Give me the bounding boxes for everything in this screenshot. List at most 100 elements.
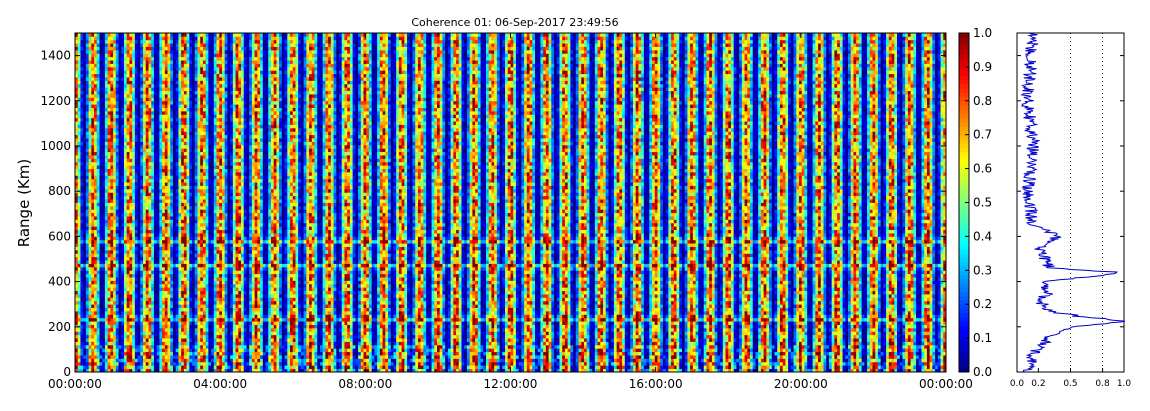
- heatmap-cell: [118, 70, 122, 75]
- heatmap-cell: [167, 80, 171, 85]
- heatmap-cell: [83, 70, 87, 75]
- heatmap-cell: [80, 110, 84, 115]
- heatmap-cell: [151, 104, 155, 108]
- heatmap-cell: [186, 277, 190, 281]
- heatmap-cell: [99, 216, 103, 220]
- heatmap-cell: [91, 195, 95, 200]
- heatmap-cell: [208, 80, 212, 85]
- heatmap-cell: [80, 66, 84, 71]
- heatmap-cell: [143, 297, 147, 302]
- heatmap-cell: [129, 263, 133, 268]
- heatmap-cell: [202, 273, 207, 278]
- heatmap-cell: [159, 229, 163, 234]
- heatmap-cell: [107, 168, 111, 173]
- heatmap-cell: [148, 155, 152, 159]
- heatmap-cell: [148, 280, 152, 285]
- heatmap-cell: [118, 80, 122, 85]
- heatmap-cell: [123, 70, 128, 75]
- heatmap-cell: [202, 341, 207, 346]
- heatmap-cell: [183, 338, 187, 342]
- heatmap-cell: [113, 358, 117, 363]
- heatmap-cell: [113, 121, 117, 125]
- heatmap-cell: [94, 185, 98, 190]
- heatmap-cell: [197, 192, 201, 197]
- heatmap-cell: [126, 192, 130, 197]
- heatmap-cell: [121, 188, 125, 193]
- heatmap-cell: [170, 33, 174, 37]
- heatmap-cell: [181, 263, 185, 268]
- heatmap-cell: [183, 304, 187, 308]
- heatmap-cell: [208, 70, 212, 75]
- heatmap-cell: [96, 188, 100, 193]
- heatmap-cell: [94, 338, 98, 342]
- heatmap-cell: [189, 117, 193, 122]
- heatmap-cell: [200, 304, 204, 308]
- heatmap-cell: [113, 280, 117, 285]
- heatmap-cell: [178, 104, 182, 108]
- heatmap-cell: [151, 317, 155, 322]
- heatmap-cell: [132, 171, 136, 176]
- heatmap-cell: [77, 294, 81, 298]
- heatmap-cell: [192, 90, 196, 95]
- heatmap-cell: [151, 290, 155, 295]
- heatmap-cell: [175, 365, 179, 370]
- heatmap-cell: [80, 73, 84, 78]
- heatmap-cell: [113, 351, 117, 356]
- heatmap-cell: [77, 236, 81, 241]
- heatmap-cell: [115, 175, 119, 180]
- heatmap-cell: [143, 341, 147, 346]
- heatmap-cell: [132, 331, 136, 336]
- heatmap-cell: [137, 90, 141, 95]
- heatmap-cell: [148, 100, 152, 105]
- heatmap-cell: [132, 260, 136, 264]
- heatmap-cell: [143, 348, 147, 353]
- heatmap-cell: [186, 144, 190, 149]
- heatmap-cell: [145, 161, 149, 166]
- heatmap-cell: [132, 321, 136, 325]
- heatmap-cell: [162, 39, 166, 44]
- heatmap-cell: [183, 168, 187, 173]
- heatmap-cell: [94, 121, 98, 125]
- heatmap-cell: [94, 63, 98, 68]
- heatmap-cell: [178, 304, 182, 308]
- heatmap-cell: [91, 297, 95, 302]
- heatmap-cell: [200, 226, 204, 231]
- heatmap-cell: [153, 178, 158, 183]
- heatmap-cell: [202, 300, 207, 305]
- heatmap-cell: [88, 365, 92, 370]
- heatmap-cell: [96, 94, 100, 98]
- heatmap-cell: [91, 87, 95, 92]
- heatmap-cell: [115, 341, 119, 346]
- heatmap-cell: [156, 270, 160, 275]
- heatmap-cell: [110, 368, 114, 373]
- heatmap-cell: [94, 249, 98, 254]
- heatmap-cell: [181, 310, 185, 315]
- heatmap-cell: [153, 253, 158, 258]
- heatmap-cell: [205, 338, 209, 342]
- heatmap-cell: [197, 66, 201, 71]
- heatmap-cell: [194, 144, 198, 149]
- heatmap-cell: [132, 327, 136, 332]
- heatmap-cell: [104, 290, 109, 295]
- heatmap-cell: [123, 121, 128, 125]
- heatmap-cell: [167, 144, 171, 149]
- heatmap-cell: [134, 107, 138, 112]
- heatmap-cell: [151, 280, 155, 285]
- heatmap-cell: [143, 104, 147, 108]
- heatmap-cell: [115, 36, 119, 41]
- heatmap-cell: [107, 94, 111, 98]
- heatmap-cell: [83, 348, 87, 353]
- heatmap-cell: [129, 209, 133, 214]
- heatmap-cell: [159, 348, 163, 353]
- heatmap-cell: [197, 212, 201, 217]
- heatmap-cell: [80, 273, 84, 278]
- heatmap-cell: [121, 358, 125, 363]
- heatmap-cell: [202, 307, 207, 312]
- heatmap-cell: [121, 60, 125, 64]
- heatmap-cell: [167, 168, 171, 173]
- heatmap-cell: [88, 236, 92, 241]
- heatmap-cell: [121, 46, 125, 51]
- heatmap-cell: [134, 155, 138, 159]
- heatmap-cell: [102, 110, 106, 115]
- heatmap-cell: [99, 229, 103, 234]
